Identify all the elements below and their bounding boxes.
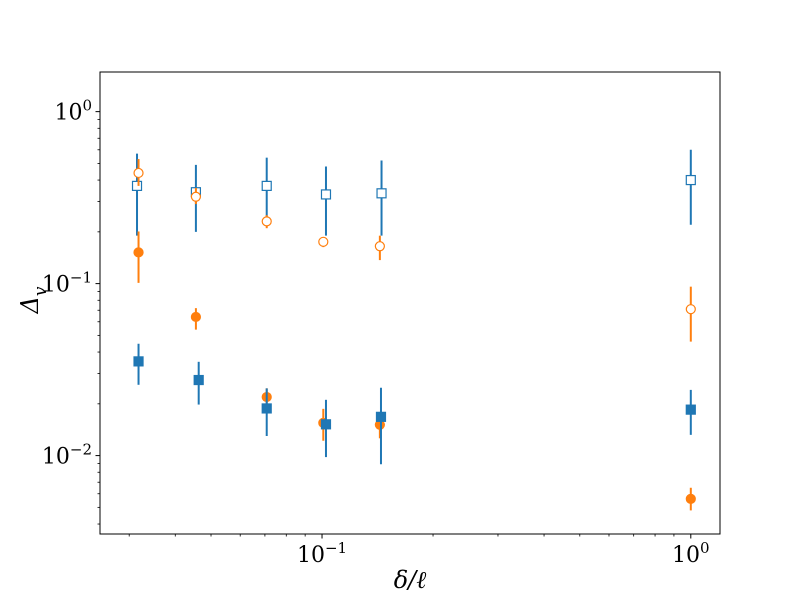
y-axis-label-main: Δ (16, 296, 44, 314)
data-point-square (320, 419, 332, 430)
x-tick-label: 100 (672, 539, 710, 568)
y-axis-label: Δv (16, 286, 51, 314)
y-tick-base: 10 (42, 273, 70, 298)
plot-frame (99, 71, 721, 535)
x-tick-label: 10−1 (297, 539, 347, 568)
data-point-square (685, 404, 696, 415)
series-4 (133, 343, 696, 465)
data-point-circle (261, 216, 272, 227)
data-point-square (685, 174, 696, 186)
data-point-circle (133, 247, 144, 258)
data-point-circle (190, 191, 202, 202)
data-point-square (261, 180, 272, 191)
y-tick-label: 10−2 (42, 441, 92, 470)
x-tick-exponent: −1 (325, 539, 347, 557)
series-1 (131, 149, 696, 236)
data-point-circle (133, 167, 144, 179)
x-tick-exponent: 0 (700, 539, 710, 557)
y-tick-base: 10 (54, 101, 82, 126)
data-point-square (376, 188, 387, 199)
plot-background (100, 72, 720, 534)
series-2 (133, 159, 696, 342)
data-point-circle (190, 311, 202, 323)
data-point-square (320, 189, 332, 200)
data-point-circle (685, 493, 696, 504)
y-tick-exponent: −1 (70, 269, 92, 287)
y-tick-label: 10−1 (42, 269, 92, 298)
data-point-square (131, 180, 143, 191)
y-tick-label: 100 (54, 97, 92, 126)
data-point-square (193, 374, 204, 386)
x-axis-label: δ/ℓ (394, 566, 427, 594)
data-point-circle (685, 304, 696, 315)
marks-layer (131, 149, 696, 511)
x-tick-base: 10 (672, 543, 700, 568)
data-point-circle (374, 241, 385, 252)
data-point-square (261, 403, 272, 414)
y-tick-exponent: 0 (82, 97, 92, 115)
y-tick-base: 10 (42, 445, 70, 470)
data-point-circle (318, 236, 329, 247)
data-point-square (133, 356, 144, 367)
data-point-square (375, 411, 387, 422)
y-tick-exponent: −2 (70, 441, 92, 459)
y-axis-label-subscript: v (31, 286, 51, 296)
x-tick-base: 10 (297, 543, 325, 568)
